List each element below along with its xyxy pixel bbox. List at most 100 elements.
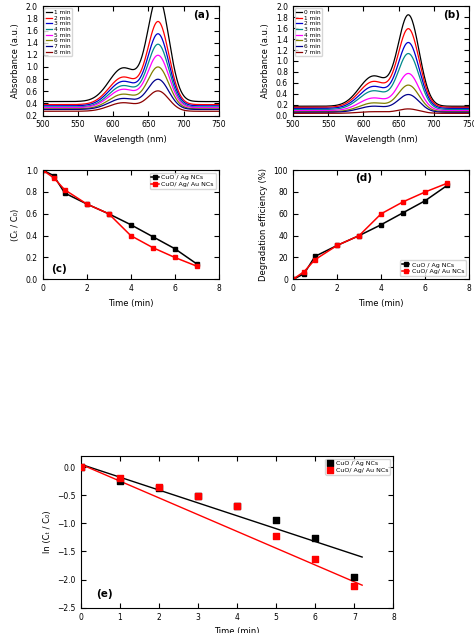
CuO / Ag NCs [106, 210, 111, 218]
8 min [155, 87, 161, 95]
6 min [466, 108, 472, 116]
5 min [419, 96, 424, 103]
CuO/ Ag/ Au NCs [150, 244, 155, 251]
Line: 6 min: 6 min [43, 67, 219, 109]
Text: (c): (c) [52, 264, 67, 274]
CuO / Ag NCs [62, 189, 67, 197]
Line: 6 min: 6 min [293, 94, 469, 112]
5 min [311, 108, 317, 115]
4 min [109, 87, 115, 95]
CuO / Ag NCs [194, 491, 202, 501]
8 min [216, 108, 222, 115]
1 min [418, 63, 423, 70]
6 min [418, 99, 423, 107]
CuO / Ag NCs [301, 270, 307, 278]
2 min [167, 58, 173, 65]
CuO/ Ag/ Au NCs [194, 491, 202, 501]
3 min [401, 54, 407, 61]
3 min [97, 96, 103, 103]
3 min [167, 65, 173, 72]
6 min [97, 101, 103, 109]
5 min [61, 104, 67, 111]
CuO/ Ag/ Au NCs [334, 242, 340, 249]
2 min [290, 104, 296, 112]
CuO/ Ag/ Au NCs [378, 210, 384, 218]
CuO / Ag NCs [334, 242, 340, 249]
3 min [151, 35, 156, 43]
8 min [61, 108, 67, 115]
0 min [290, 103, 296, 110]
X-axis label: Wavelength (nm): Wavelength (nm) [345, 135, 418, 144]
6 min [167, 84, 173, 91]
4 min [216, 103, 222, 111]
3 min [61, 102, 67, 110]
CuO/ Ag/ Au NCs [356, 232, 362, 239]
CuO / Ag NCs [272, 515, 280, 525]
4 min [418, 87, 423, 95]
3 min [418, 77, 423, 84]
8 min [167, 97, 173, 104]
6 min [311, 108, 317, 116]
1 min [311, 104, 317, 111]
6 min [360, 104, 365, 111]
5 min [155, 51, 161, 59]
2 min [466, 104, 472, 112]
CuO/ Ag/ Au NCs [51, 174, 56, 182]
1 min [405, 25, 411, 32]
4 min [155, 41, 161, 48]
3 min [360, 92, 365, 99]
1 min [40, 97, 46, 105]
2 min [419, 74, 424, 82]
Line: CuO/ Ag/ Au NCs: CuO/ Ag/ Au NCs [291, 181, 449, 282]
X-axis label: Time (min): Time (min) [214, 627, 260, 633]
3 min [155, 30, 161, 37]
3 min [109, 84, 115, 91]
0 min [360, 80, 365, 87]
CuO / Ag NCs [311, 534, 319, 544]
Line: CuO / Ag NCs: CuO / Ag NCs [41, 168, 199, 266]
CuO/ Ag/ Au NCs [422, 188, 428, 196]
3 min [405, 50, 411, 58]
6 min [168, 85, 174, 93]
CuO/ Ag/ Au NCs [301, 268, 307, 275]
7 min [418, 107, 423, 115]
6 min [155, 63, 161, 71]
1 min [97, 89, 103, 96]
Y-axis label: Absorbance (a.u.): Absorbance (a.u.) [11, 23, 20, 98]
Y-axis label: (Cₜ / C₀): (Cₜ / C₀) [11, 209, 20, 241]
Line: 8 min: 8 min [43, 91, 219, 111]
6 min [216, 105, 222, 113]
CuO / Ag NCs [155, 483, 163, 493]
5 min [216, 104, 222, 111]
6 min [401, 92, 407, 99]
2 min [418, 70, 423, 78]
4 min [168, 74, 174, 82]
7 min [155, 75, 161, 83]
CuO / Ag NCs [194, 260, 200, 268]
CuO/ Ag/ Au NCs [172, 254, 178, 261]
Line: 5 min: 5 min [43, 55, 219, 108]
5 min [97, 99, 103, 106]
5 min [40, 104, 46, 111]
Legend: CuO / Ag NCs, CuO/ Ag/ Au NCs: CuO / Ag NCs, CuO/ Ag/ Au NCs [325, 459, 390, 475]
CuO / Ag NCs [233, 501, 241, 511]
CuO / Ag NCs [77, 462, 84, 472]
4 min [405, 70, 411, 77]
3 min [290, 106, 296, 113]
6 min [151, 66, 156, 74]
2 min [109, 80, 115, 88]
Line: 7 min: 7 min [43, 79, 219, 110]
CuO / Ag NCs [356, 232, 362, 239]
7 min [167, 90, 173, 97]
CuO/ Ag/ Au NCs [290, 275, 296, 283]
CuO / Ag NCs [172, 245, 178, 253]
5 min [360, 101, 365, 109]
CuO / Ag NCs [351, 572, 358, 582]
4 min [40, 103, 46, 111]
7 min [347, 109, 353, 116]
6 min [419, 100, 424, 108]
CuO / Ag NCs [445, 182, 450, 189]
5 min [167, 77, 173, 84]
8 min [40, 108, 46, 115]
6 min [347, 107, 353, 115]
